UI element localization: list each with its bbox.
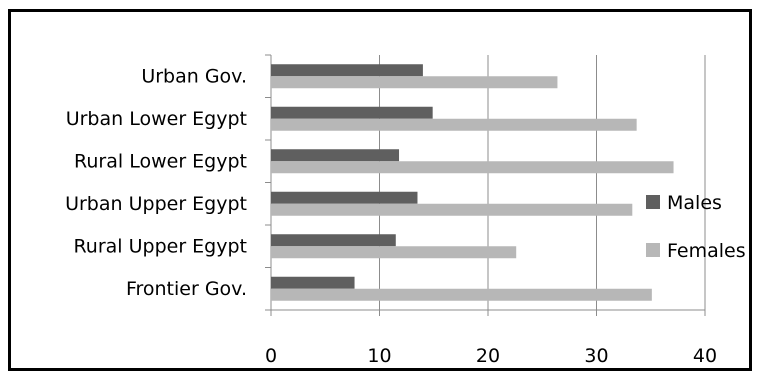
x-tick-label: 30	[584, 345, 608, 367]
x-tick-label: 0	[265, 345, 277, 367]
x-tick-label: 10	[367, 345, 391, 367]
bar-males	[271, 276, 355, 289]
bar-males	[271, 149, 400, 162]
bar-females	[271, 288, 652, 301]
category-label: Frontier Gov.	[126, 278, 247, 300]
bar-females	[271, 76, 558, 89]
legend-label-males: Males	[667, 192, 722, 214]
bar-males	[271, 234, 396, 247]
category-label: Urban Lower Egypt	[66, 108, 247, 130]
bar-females	[271, 246, 517, 259]
legend-swatch-males	[646, 195, 660, 209]
category-label: Rural Lower Egypt	[74, 150, 247, 172]
category-label: Urban Gov.	[141, 65, 247, 87]
bar-females	[271, 161, 674, 174]
category-label: Rural Upper Egypt	[73, 235, 247, 257]
bar-males	[271, 191, 418, 204]
category-label: Urban Upper Egypt	[65, 193, 247, 215]
x-tick-label: 40	[693, 345, 717, 367]
bar-females	[271, 118, 637, 131]
legend-label-females: Females	[667, 240, 746, 262]
legend-swatch-females	[646, 243, 660, 257]
x-tick-label: 20	[476, 345, 500, 367]
bar-males	[271, 64, 423, 77]
bar-males	[271, 106, 433, 119]
bar-females	[271, 203, 633, 216]
